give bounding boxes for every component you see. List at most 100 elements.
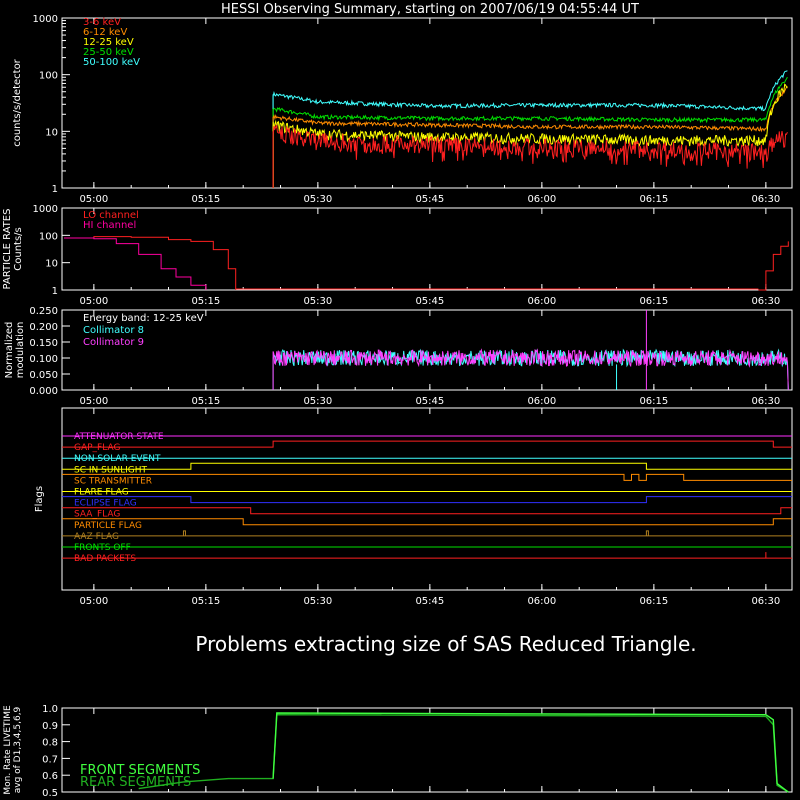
flag-line	[62, 518, 792, 526]
flag-line	[62, 496, 792, 504]
flags-xtick-label: 05:30	[303, 596, 332, 607]
modulation-ylabel: modulation	[15, 322, 26, 379]
modulation-legend-c8: Collimator 8	[83, 325, 144, 336]
livetime-ylabel: Mon. Rate LIVETIME	[3, 705, 13, 795]
livetime-ytick-label: 0.9	[42, 721, 58, 732]
modulation-ytick-label: 0.250	[29, 306, 58, 317]
modulation-xtick-label: 05:30	[303, 396, 332, 407]
count-rate-xtick-label: 06:15	[639, 194, 668, 205]
modulation-xtick-label: 06:15	[639, 396, 668, 407]
count-rate-xtick-label: 05:15	[191, 194, 220, 205]
flag-pulse	[182, 530, 186, 536]
particle-ytick-label: 1	[52, 286, 58, 297]
particle-xtick-label: 06:00	[527, 296, 556, 307]
count-rate-xtick-label: 05:30	[303, 194, 332, 205]
modulation-ytick-label: 0.200	[29, 322, 58, 333]
flags-xtick-label: 05:15	[191, 596, 220, 607]
count-ytick-label: 100	[39, 71, 58, 82]
particle-xtick-label: 05:30	[303, 296, 332, 307]
modulation-legend-c9: Collimator 9	[83, 337, 144, 348]
livetime-ytick-label: 0.7	[42, 754, 58, 765]
modulation-ytick-label: 0.000	[29, 386, 58, 397]
flag-label: AAZ FLAG	[74, 532, 119, 542]
livetime-panel: 0.5 0.6 0.7 0.8 0.9 1.0 Mon. Rate LIVETIME avg …	[3, 704, 793, 799]
flag-label: GAP_FLAG	[74, 443, 120, 453]
flags-xtick-label: 06:15	[639, 596, 668, 607]
livetime-ytick-label: 0.6	[42, 771, 58, 782]
particle-xtick-label: 06:15	[639, 296, 668, 307]
livetime-series-FRONT-SEGMENTS	[272, 712, 789, 793]
flag-line	[62, 473, 792, 481]
livetime-legend-rear: REAR SEGMENTS	[80, 775, 191, 790]
modulation-ytick-label: 0.050	[29, 370, 58, 381]
flag-line	[62, 440, 792, 448]
modulation-series-Collimator-9	[272, 348, 789, 391]
particle-ytick-label: 100	[39, 231, 58, 242]
livetime-ylabel: avg of D1,3,4,5,6,9	[13, 706, 23, 793]
flag-label: NON SOLAR EVENT	[74, 454, 161, 464]
particle-xtick-label: 06:30	[751, 296, 780, 307]
modulation-legend-title: Energy band: 12-25 keV	[83, 313, 204, 324]
modulation-ytick-label: 0.100	[29, 354, 58, 365]
count-series-3-6-keV	[272, 124, 788, 188]
modulation-xtick-label: 05:15	[191, 396, 220, 407]
flags-xtick-label: 05:00	[79, 596, 108, 607]
modulation-frame	[61, 309, 793, 391]
livetime-ytick-label: 0.8	[42, 738, 58, 749]
count-series-50-100-keV	[272, 70, 788, 188]
flag-line	[62, 462, 792, 470]
count-ytick-label: 1	[52, 184, 58, 195]
count-legend-entry: 6-12 keV	[83, 27, 127, 38]
particle-frame	[61, 207, 793, 291]
count-ytick-label: 10	[45, 127, 58, 138]
flags-ylabel: Flags	[34, 486, 45, 512]
flag-label: FLARE FLAG	[74, 488, 129, 498]
flags-xtick-label: 06:30	[751, 596, 780, 607]
livetime-ytick-label: 1.0	[42, 704, 58, 715]
flags-xtick-label: 05:45	[415, 596, 444, 607]
particle-series-LO-channel-tail	[758, 241, 789, 291]
particle-ylabel: Counts/s	[13, 227, 24, 271]
flags-frame	[61, 407, 793, 591]
flag-pulse	[645, 530, 649, 536]
livetime-ytick-label: 0.5	[42, 788, 58, 799]
modulation-panel: 05:00 05:15 05:30 05:45 06:00 06:15 06:30 0.000…	[4, 306, 793, 407]
particle-ytick-label: 10	[45, 259, 58, 270]
flag-label: SC IN SUNLIGHT	[74, 465, 148, 475]
flag-label: ECLIPSE FLAG	[74, 499, 137, 509]
particle-xtick-label: 05:45	[415, 296, 444, 307]
flag-label: BAD PACKETS	[74, 554, 136, 564]
modulation-xtick-label: 05:45	[415, 396, 444, 407]
particle-rate-panel: 05:00 05:15 05:30 05:45 06:00 06:15 06:30 1 10 10…	[2, 204, 793, 307]
count-rate-xtick-label: 05:45	[415, 194, 444, 205]
modulation-xtick-label: 05:00	[79, 396, 108, 407]
count-rate-xtick-label: 05:00	[79, 194, 108, 205]
count-legend-entry: 12-25 keV	[83, 37, 134, 48]
particle-legend-hi: HI channel	[83, 220, 136, 231]
particle-legend-lo: LO channel	[83, 210, 139, 221]
sas-message: Problems extracting size of SAS Reduced …	[195, 632, 696, 656]
count-ylabel: counts/s/detector	[12, 58, 23, 146]
modulation-ylabel: Normalized	[4, 322, 15, 379]
particle-ytick-label: 1000	[33, 204, 58, 215]
modulation-xtick-label: 06:30	[751, 396, 780, 407]
flag-label: FRONTS OFF	[74, 543, 131, 553]
particle-series-HI-channel	[64, 237, 207, 290]
count-rate-xtick-label: 06:30	[751, 194, 780, 205]
particle-series-LO-channel	[64, 236, 237, 290]
flag-label: SC TRANSMITTER	[74, 476, 152, 486]
count-legend-entry: 50-100 keV	[83, 57, 140, 68]
particle-xtick-label: 05:15	[191, 296, 220, 307]
flag-label: ATTENUATOR STATE	[74, 432, 164, 442]
count-legend-entry: 25-50 keV	[83, 47, 134, 58]
livetime-legend-front: FRONT SEGMENTS	[80, 763, 200, 778]
count-rate-panel: 05:00 05:15 05:30 05:45 06:00 06:15 06:30 1 10 10…	[12, 14, 793, 205]
count-rate-xtick-label: 06:00	[527, 194, 556, 205]
particle-xtick-label: 05:00	[79, 296, 108, 307]
particle-ylabel: PARTICLE RATES	[2, 209, 13, 290]
flags-panel: 05:00 05:15 05:30 05:45 06:00 06:15 06:30 Flags…	[34, 407, 793, 607]
modulation-xtick-label: 06:00	[527, 396, 556, 407]
page-title: HESSI Observing Summary, starting on 200…	[221, 2, 639, 17]
